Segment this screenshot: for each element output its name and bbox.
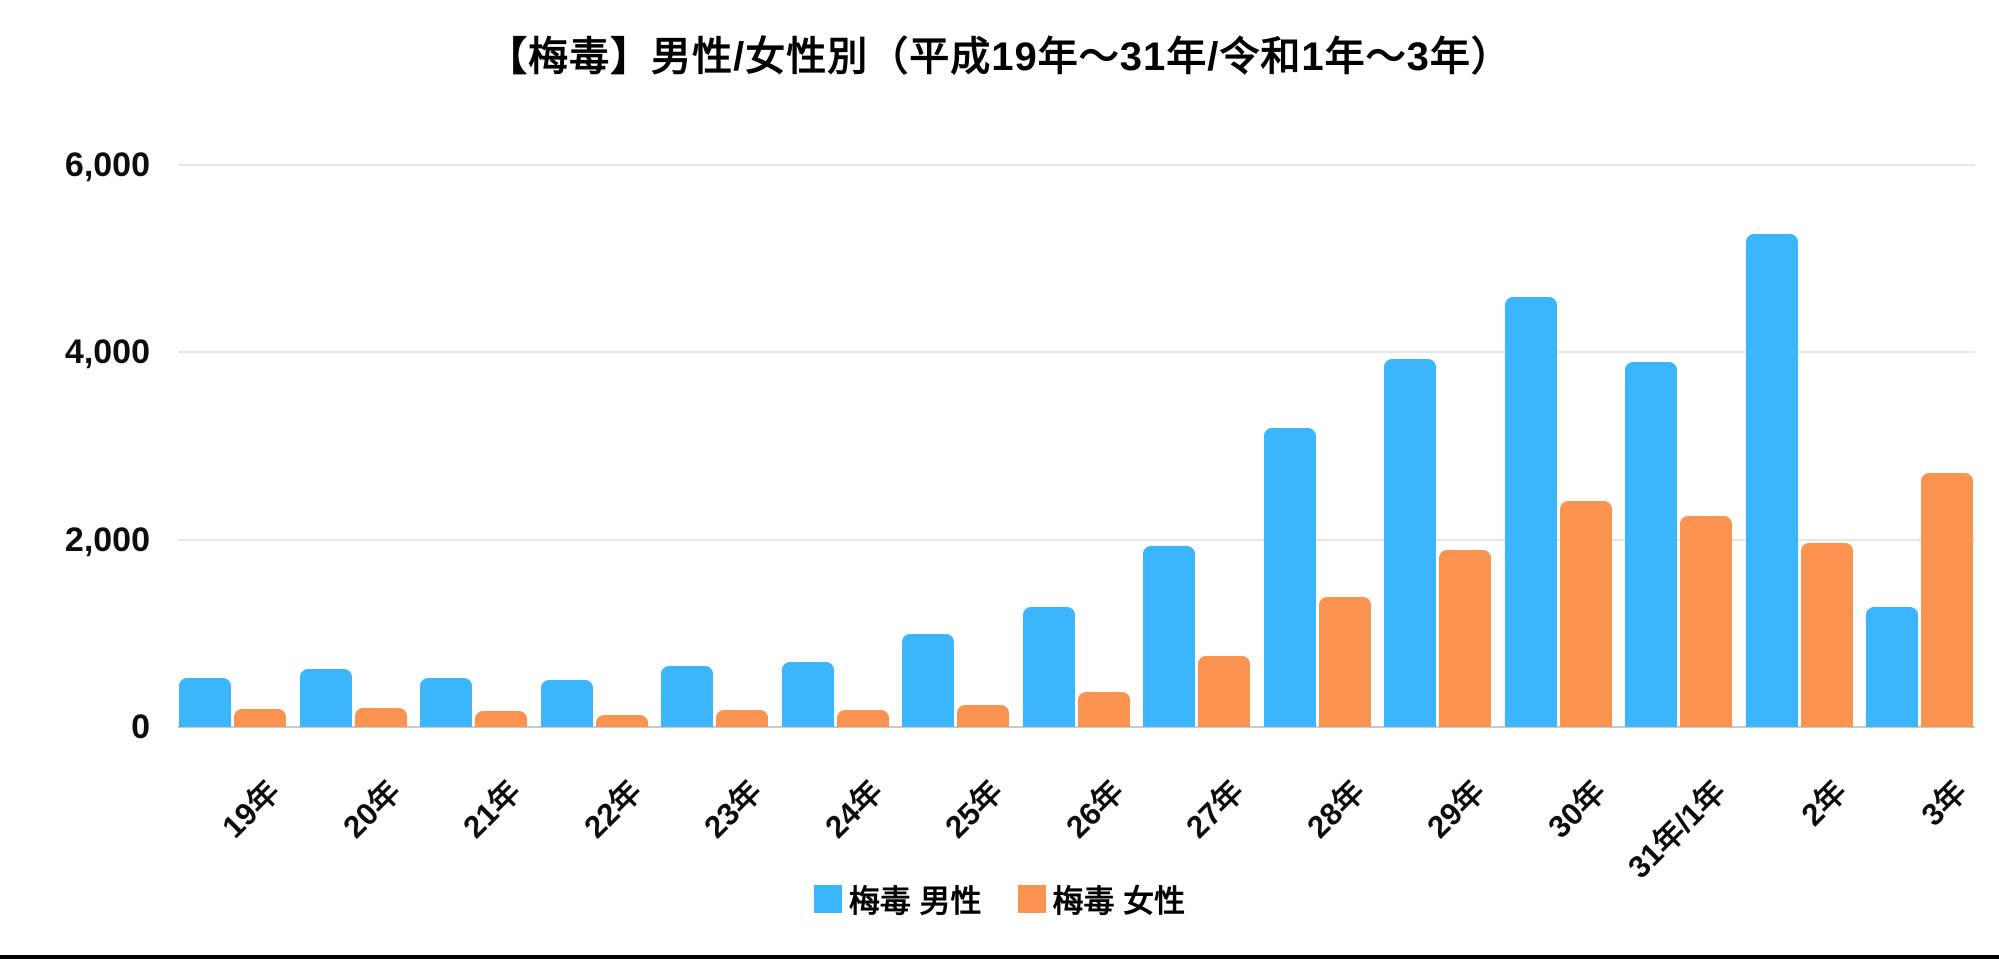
y-tick-4000: 4,000: [64, 333, 150, 371]
male-legend-label: 梅毒 男性: [848, 884, 982, 919]
legend-item-female: 梅毒 女性: [1017, 876, 1186, 921]
bar-female-21年[interactable]: [475, 711, 527, 727]
bar-male-26年[interactable]: [1022, 607, 1075, 727]
bar-male-20年[interactable]: [299, 669, 352, 727]
chart-title: 【梅毒】男性/女性別（平成19年〜31年/令和1年〜3年）: [487, 35, 1512, 79]
legend-item-male: 梅毒 男性: [813, 876, 982, 921]
bar-male-23年[interactable]: [661, 666, 713, 727]
y-tick-0: 0: [131, 708, 150, 746]
bar-female-31年/1年[interactable]: [1680, 516, 1732, 727]
bar-female-28年[interactable]: [1318, 597, 1371, 727]
legend: 梅毒 男性 梅毒 女性: [0, 876, 1999, 921]
bar-female-26年[interactable]: [1077, 692, 1130, 727]
y-tick-2000: 2,000: [64, 521, 150, 559]
bar-female-23年[interactable]: [716, 710, 768, 727]
bar-male-30年[interactable]: [1504, 297, 1557, 727]
gridline-6000: [178, 164, 1975, 166]
bar-female-20年[interactable]: [354, 708, 407, 727]
x-axis-baseline: [178, 726, 1975, 728]
bar-male-25年[interactable]: [902, 634, 954, 727]
gridline-4000: [178, 351, 1975, 353]
bar-female-3年[interactable]: [1921, 473, 1973, 727]
bar-female-30年[interactable]: [1559, 501, 1612, 727]
male-legend-swatch: [813, 884, 842, 913]
bar-male-29年[interactable]: [1384, 359, 1436, 727]
bar-male-31年/1年[interactable]: [1625, 362, 1677, 727]
bar-female-27年[interactable]: [1198, 656, 1250, 727]
bar-female-29年[interactable]: [1439, 550, 1491, 727]
bar-female-22年[interactable]: [595, 715, 648, 727]
gridline-2000: [178, 539, 1975, 541]
bar-female-2年[interactable]: [1800, 543, 1853, 727]
bar-female-19年[interactable]: [234, 709, 286, 727]
bar-male-21年[interactable]: [420, 678, 472, 727]
bar-male-2年[interactable]: [1745, 234, 1798, 727]
bar-female-24年[interactable]: [836, 710, 889, 727]
bar-female-25年[interactable]: [957, 705, 1009, 727]
female-legend-label: 梅毒 女性: [1052, 884, 1186, 919]
y-tick-6000: 6,000: [64, 146, 150, 184]
bar-male-22年[interactable]: [540, 680, 593, 727]
bottom-edge-strip: [0, 955, 1999, 959]
bar-male-27年[interactable]: [1143, 546, 1195, 727]
bar-male-19年[interactable]: [179, 678, 231, 727]
bar-male-24年[interactable]: [781, 662, 834, 727]
bar-male-3年[interactable]: [1866, 607, 1918, 727]
female-legend-swatch: [1017, 884, 1046, 913]
bar-male-28年[interactable]: [1263, 428, 1316, 727]
